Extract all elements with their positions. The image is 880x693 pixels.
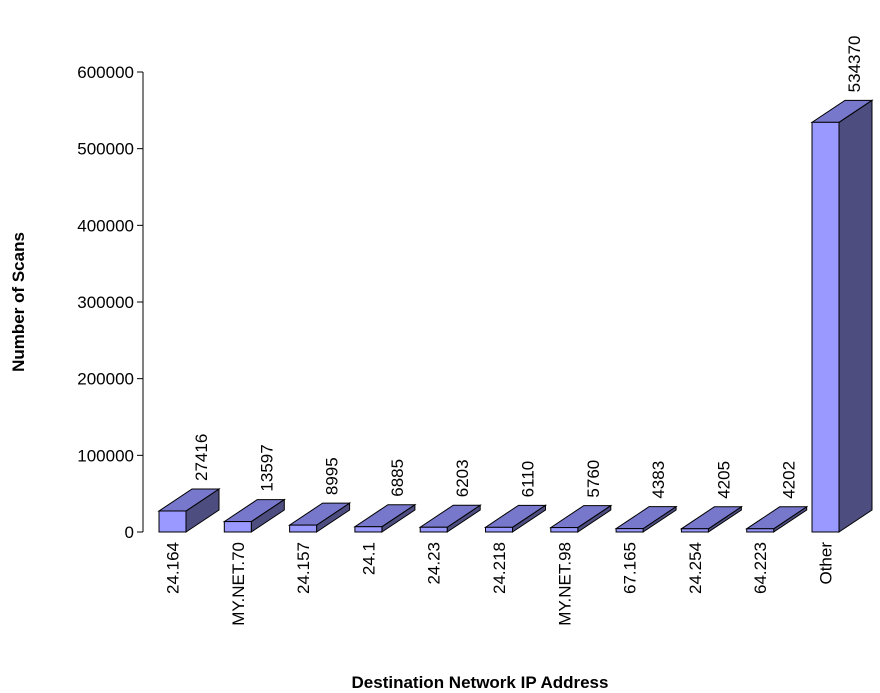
bar-top-face — [614, 506, 678, 530]
bar-front-face — [354, 526, 383, 533]
bar-front-face — [811, 121, 840, 533]
category-label: 64.223 — [751, 542, 770, 594]
category-label: 67.165 — [621, 542, 640, 594]
bar-front-face — [485, 526, 513, 533]
category-label: MY.NET.98 — [555, 542, 574, 626]
category-label: 24.157 — [294, 542, 313, 594]
bar-front-face — [223, 521, 252, 533]
value-label: 6110 — [519, 461, 538, 498]
value-label: 13597 — [257, 444, 276, 491]
y-tick-label: 100000 — [77, 446, 134, 465]
value-label: 4383 — [649, 461, 668, 499]
value-label: 8995 — [323, 457, 342, 495]
y-tick-label: 400000 — [77, 216, 134, 235]
bars — [157, 99, 874, 533]
category-label: MY.NET.70 — [229, 542, 248, 626]
bar-front-face — [615, 528, 644, 533]
value-label: 5760 — [584, 460, 603, 498]
axes: 0 100000 200000 300000 400000 500000 600000 — [77, 63, 144, 542]
bar-front-face — [419, 526, 448, 533]
y-tick-label: 500000 — [77, 140, 134, 159]
y-ticks: 0 100000 200000 300000 400000 500000 600000 — [77, 63, 143, 542]
bar-top-face — [679, 506, 744, 530]
value-label: 6203 — [453, 459, 472, 497]
category-label: Other — [817, 542, 836, 585]
y-tick-label: 600000 — [77, 63, 134, 82]
category-label: 24.23 — [425, 542, 444, 585]
bar — [679, 505, 744, 533]
bar-front-face — [550, 527, 579, 533]
value-label: 4205 — [714, 461, 733, 499]
y-tick-label: 200000 — [77, 370, 134, 389]
bar — [157, 488, 221, 533]
bar-front-face — [680, 528, 709, 533]
value-label: 27416 — [192, 434, 211, 481]
category-label: 24.254 — [686, 542, 705, 594]
bar-front-face — [158, 510, 187, 533]
value-label: 6885 — [388, 459, 407, 497]
y-axis-title: Number of Scans — [9, 232, 28, 372]
y-tick-label: 300000 — [77, 293, 134, 312]
value-label: 4202 — [780, 461, 799, 499]
value-label: 534370 — [845, 36, 864, 93]
x-axis-title: Destination Network IP Address — [352, 673, 609, 692]
bar — [549, 504, 613, 533]
category-label: 24.1 — [359, 542, 378, 575]
bar-top-face — [745, 506, 809, 530]
bar — [614, 505, 678, 533]
bar — [418, 504, 482, 533]
bar-front-face — [289, 524, 318, 533]
bar — [353, 503, 417, 533]
value-labels: 27416 13597 8995 6885 6203 6110 5760 4383 4205 42… — [192, 36, 864, 499]
bar-front-face — [746, 528, 775, 533]
bar — [222, 498, 286, 533]
bar — [745, 505, 809, 533]
bar — [810, 99, 874, 533]
category-label: 24.164 — [164, 542, 183, 594]
category-labels: 24.164 MY.NET.70 24.157 24.1 24.23 24.218 MY.N… — [164, 542, 836, 626]
y-tick-label: 0 — [125, 523, 134, 542]
bar-side-face — [838, 99, 873, 533]
bar — [483, 504, 548, 533]
category-label: 24.218 — [490, 542, 509, 594]
bar — [287, 502, 352, 533]
